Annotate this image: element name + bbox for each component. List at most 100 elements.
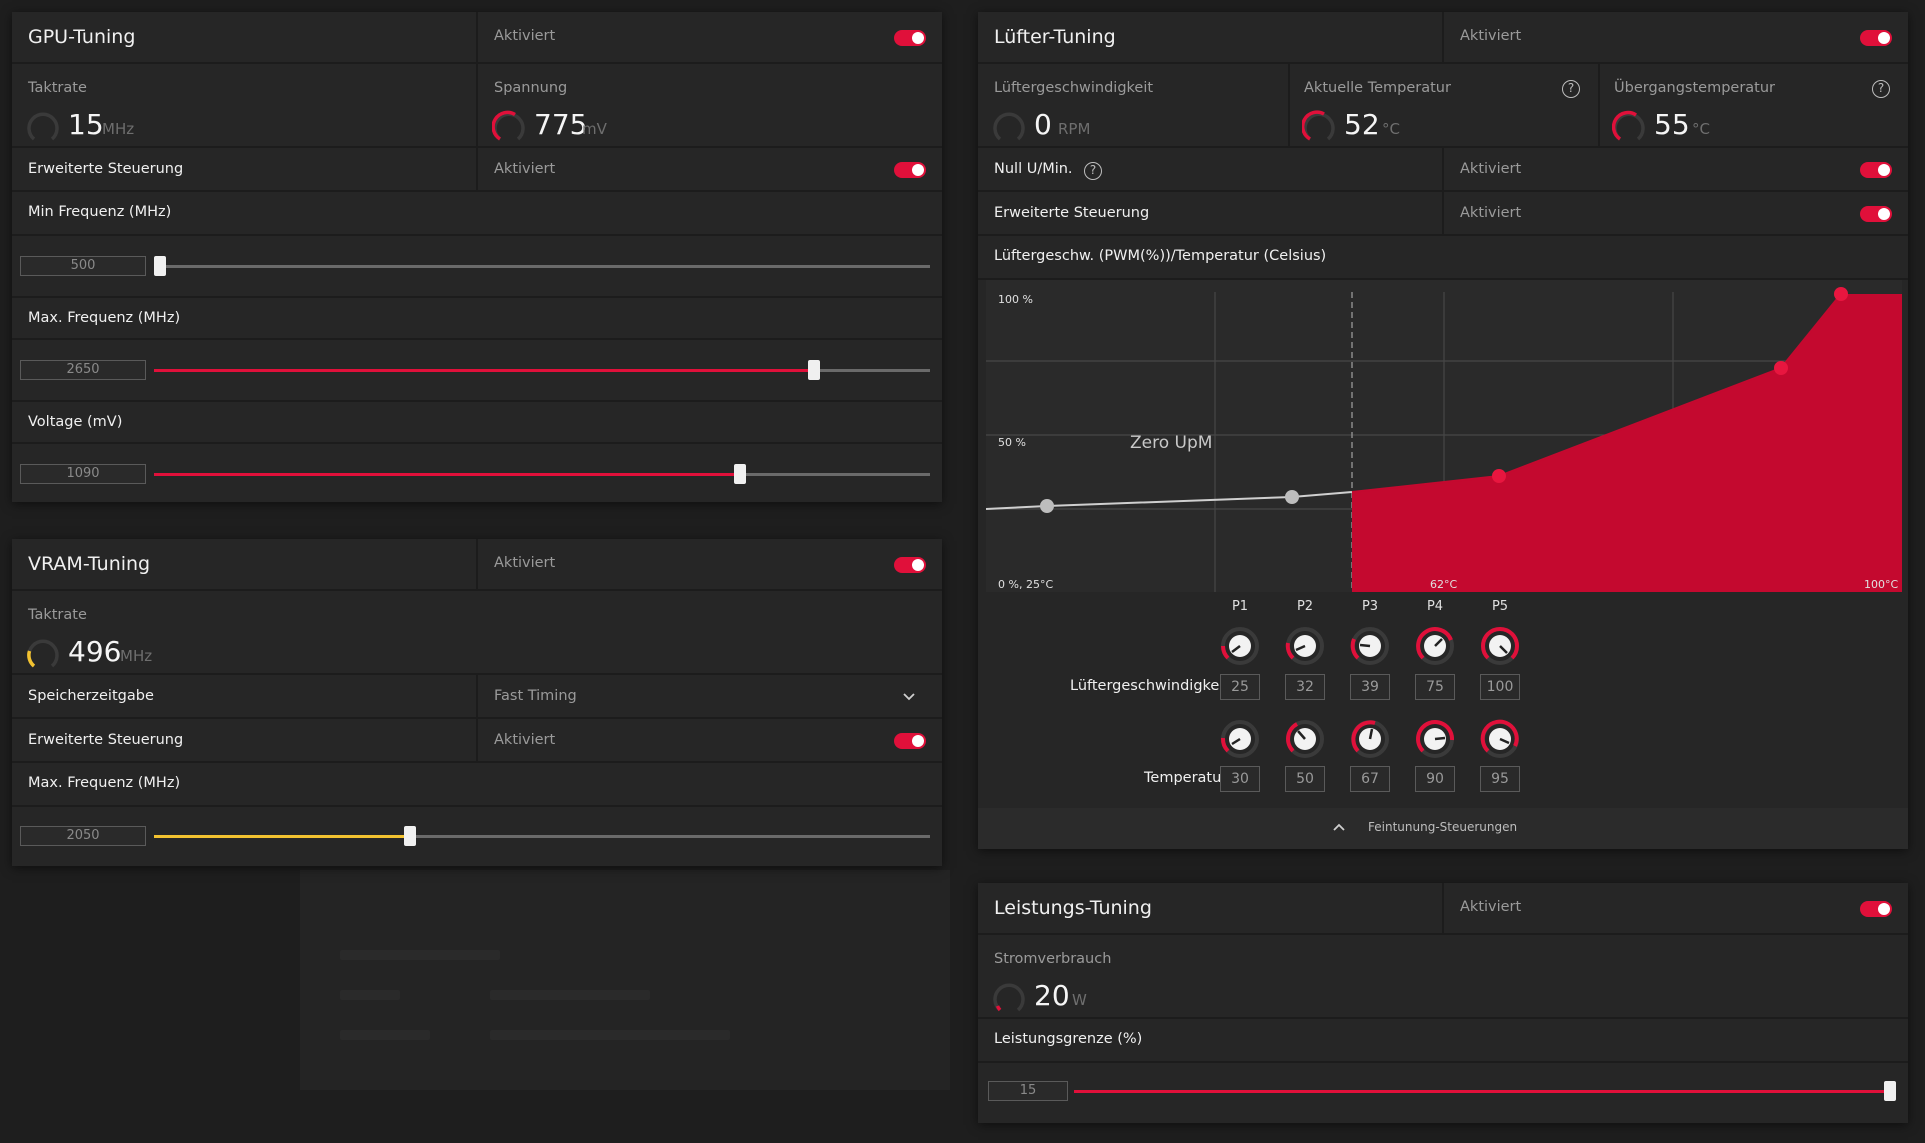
chevron-down-icon[interactable] [902, 690, 916, 704]
zero-rpm-row: Null U/Min. ? Aktiviert [978, 148, 1908, 192]
help-icon[interactable]: ? [1872, 80, 1890, 98]
fan-speed-value: 0 [1034, 108, 1052, 141]
gpu-advanced-toggle[interactable] [894, 162, 926, 178]
divider [476, 148, 478, 190]
chevron-up-icon [1333, 823, 1345, 831]
clock-label: Taktrate [28, 607, 87, 623]
speed-knob-p5[interactable] [1480, 626, 1520, 666]
vram-metrics-row: Taktrate 496 MHz [12, 591, 942, 675]
power-limit-row: Leistungsgrenze (%) [978, 1019, 1908, 1063]
vram-max-freq-slider[interactable] [154, 826, 930, 846]
vram-tuning-toggle[interactable] [894, 557, 926, 573]
memory-timing-select[interactable]: Fast Timing [494, 688, 577, 704]
voltage-slider-label: Voltage (mV) [28, 414, 123, 430]
zero-rpm-label: Null U/Min. [994, 161, 1073, 177]
y-axis-top-label: 100 % [998, 293, 1033, 306]
vram-max-freq-input[interactable]: 2050 [20, 826, 146, 846]
speed-knob-p1[interactable] [1220, 626, 1260, 666]
speed-knob-p2[interactable] [1285, 626, 1325, 666]
divider [1442, 192, 1444, 234]
power-limit-label: Leistungsgrenze (%) [994, 1031, 1143, 1047]
slider-thumb[interactable] [1884, 1081, 1896, 1101]
fan-tuning-toggle[interactable] [1860, 30, 1892, 46]
voltage-input[interactable]: 1090 [20, 464, 146, 484]
temp-input-p3[interactable]: 67 [1350, 766, 1390, 792]
divider [476, 719, 478, 761]
slider-thumb[interactable] [733, 464, 746, 484]
slider-fill [1074, 1090, 1896, 1093]
vram-max-freq-row: Max. Frequenz (MHz) [12, 763, 942, 807]
vram-advanced-row: Erweiterte Steuerung Aktiviert [12, 719, 942, 763]
power-label: Stromverbrauch [994, 951, 1112, 967]
zero-rpm-toggle[interactable] [1860, 162, 1892, 178]
divider [1442, 148, 1444, 190]
speed-input-p2[interactable]: 32 [1285, 674, 1325, 700]
max-freq-label: Max. Frequenz (MHz) [28, 775, 181, 791]
help-icon[interactable]: ? [1562, 80, 1580, 98]
divider [476, 12, 478, 62]
speed-knob-p3[interactable] [1350, 626, 1390, 666]
current-temp-label: Aktuelle Temperatur [1304, 80, 1451, 96]
temp-knob-p1[interactable] [1220, 719, 1260, 759]
speed-input-p1[interactable]: 25 [1220, 674, 1260, 700]
background-panel [300, 870, 950, 1090]
min-freq-slider[interactable] [154, 256, 930, 276]
fan-metrics-row: Lüftergeschwindigkeit 0 RPM Aktuelle Tem… [978, 64, 1908, 148]
curve-title: Lüftergeschw. (PWM(%))/Temperatur (Celsi… [994, 248, 1327, 264]
advanced-label: Erweiterte Steuerung [994, 205, 1150, 221]
fan-advanced-toggle[interactable] [1860, 206, 1892, 222]
speed-input-p5[interactable]: 100 [1480, 674, 1520, 700]
point-header-p3: P3 [1361, 599, 1379, 614]
clock-value: 15 [68, 108, 104, 141]
gpu-tuning-toggle[interactable] [894, 30, 926, 46]
gpu-tuning-panel: GPU-Tuning Aktiviert Taktrate 15 MHz Spa… [12, 12, 942, 502]
temp-input-p1[interactable]: 30 [1220, 766, 1260, 792]
slider-thumb[interactable] [807, 360, 820, 380]
temp-knob-p4[interactable] [1415, 719, 1455, 759]
vram-advanced-toggle[interactable] [894, 733, 926, 749]
clock-gauge-icon [27, 112, 59, 141]
speed-input-p3[interactable]: 39 [1350, 674, 1390, 700]
slider-thumb[interactable] [404, 826, 417, 846]
memory-timing-row[interactable]: Speicherzeitgabe Fast Timing [12, 675, 942, 719]
power-limit-slider[interactable] [1074, 1081, 1896, 1101]
temp-knob-p5[interactable] [1480, 719, 1520, 759]
max-freq-input[interactable]: 2650 [20, 360, 146, 380]
point-header-p5: P5 [1491, 599, 1509, 614]
speed-input-p4[interactable]: 75 [1415, 674, 1455, 700]
voltage-unit: mV [582, 120, 607, 138]
slider-fill [154, 835, 411, 838]
speed-knob-p4[interactable] [1415, 626, 1455, 666]
fine-tune-toggle[interactable]: Feintunung-Steuerungen [978, 808, 1908, 849]
background-text [490, 1030, 730, 1040]
origin-label: 0 %, 25°C [998, 578, 1054, 591]
power-limit-input[interactable]: 15 [988, 1081, 1068, 1101]
fan-advanced-row: Erweiterte Steuerung Aktiviert [978, 192, 1908, 236]
advanced-status: Aktiviert [1460, 205, 1522, 221]
temp-input-p2[interactable]: 50 [1285, 766, 1325, 792]
clock-value: 496 [68, 635, 122, 668]
current-temp-unit: °C [1382, 120, 1400, 138]
background-text [340, 1030, 430, 1040]
help-icon[interactable]: ? [1084, 162, 1102, 180]
min-freq-input[interactable]: 500 [20, 256, 146, 276]
power-tuning-toggle[interactable] [1860, 901, 1892, 917]
curve-title-row: Lüftergeschw. (PWM(%))/Temperatur (Celsi… [978, 236, 1908, 280]
temp-knob-p2[interactable] [1285, 719, 1325, 759]
zero-rpm-zone-label: Zero UpM [1130, 433, 1213, 453]
temp-knob-p3[interactable] [1350, 719, 1390, 759]
temp-input-p5[interactable]: 95 [1480, 766, 1520, 792]
fan-speed-label: Lüftergeschwindigkeit [994, 80, 1154, 96]
fan-curve-graph[interactable] [986, 280, 1902, 592]
temp-input-p4[interactable]: 90 [1415, 766, 1455, 792]
divider [1442, 12, 1444, 62]
junction-temp-label: Übergangstemperatur [1614, 80, 1776, 96]
x-axis-mid-label: 62°C [1430, 578, 1458, 591]
max-freq-slider[interactable] [154, 360, 930, 380]
gpu-metrics-row: Taktrate 15 MHz Spannung 775 mV [12, 64, 942, 148]
slider-thumb[interactable] [154, 256, 166, 276]
voltage-slider[interactable] [154, 464, 930, 484]
status-label: Aktiviert [494, 28, 556, 44]
divider [476, 539, 478, 589]
point-header-p2: P2 [1296, 599, 1314, 614]
